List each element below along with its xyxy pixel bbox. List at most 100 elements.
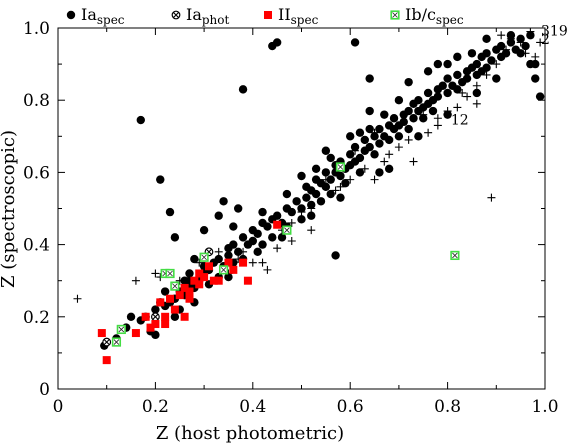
data-point — [423, 67, 433, 76]
legend-marker — [171, 10, 181, 20]
data-point — [414, 132, 423, 141]
y-tick-label: 0 — [39, 380, 50, 400]
x-tick-label: 0.4 — [239, 397, 266, 417]
data-point — [218, 265, 229, 275]
data-point — [394, 132, 404, 141]
data-point — [472, 88, 482, 98]
data-point — [526, 31, 535, 40]
data-point — [151, 330, 160, 340]
data-point — [287, 236, 296, 245]
data-point — [243, 276, 252, 285]
data-point — [166, 294, 175, 303]
data-point — [496, 41, 506, 51]
data-point — [385, 150, 394, 159]
data-point — [346, 132, 355, 141]
data-point — [453, 70, 462, 80]
x-tick-label: 0 — [53, 397, 64, 417]
annotation-label: 12 — [451, 112, 469, 128]
data-point — [423, 88, 433, 98]
data-point — [336, 182, 345, 191]
data-point — [111, 337, 122, 347]
data-point — [409, 157, 418, 166]
data-point — [394, 143, 403, 152]
data-point — [326, 153, 335, 163]
data-point — [331, 186, 340, 195]
data-point — [453, 85, 462, 94]
data-point — [297, 171, 306, 181]
annotation-label: 319 — [541, 24, 568, 40]
data-point — [331, 251, 340, 260]
data-point — [272, 38, 282, 47]
data-point — [536, 38, 545, 47]
data-point — [160, 287, 170, 296]
data-point — [224, 258, 233, 267]
data-point — [370, 132, 379, 141]
series-ib-c-spec — [111, 162, 460, 347]
data-point — [224, 251, 233, 260]
data-point — [350, 38, 360, 47]
data-point — [335, 162, 346, 172]
legend-label: Ib/cspec — [405, 5, 464, 27]
data-point — [282, 225, 292, 235]
data-point — [384, 135, 394, 145]
x-tick-label: 1.0 — [531, 397, 558, 417]
data-point — [200, 273, 209, 282]
data-point — [316, 197, 326, 206]
data-point — [380, 157, 389, 166]
data-point — [258, 240, 267, 249]
data-point — [253, 229, 262, 238]
data-point — [229, 222, 238, 231]
data-point — [424, 128, 433, 137]
data-point — [438, 81, 447, 90]
data-point — [360, 135, 370, 145]
data-point — [297, 204, 306, 213]
data-point — [326, 175, 335, 184]
data-point — [180, 312, 189, 321]
data-point — [443, 110, 452, 119]
data-point — [433, 114, 442, 123]
x-tick-label: 0.6 — [337, 397, 364, 417]
data-point — [238, 233, 248, 242]
data-point — [204, 262, 213, 271]
data-point — [272, 211, 282, 220]
data-point — [350, 142, 360, 152]
data-point — [443, 88, 452, 98]
data-point — [170, 281, 180, 291]
data-point — [239, 258, 248, 267]
data-point — [170, 312, 180, 321]
data-point — [282, 189, 292, 199]
data-point — [394, 96, 404, 105]
data-point — [307, 200, 316, 210]
data-point — [195, 258, 204, 267]
data-point — [501, 49, 511, 58]
data-point — [165, 268, 175, 279]
data-point — [321, 182, 331, 192]
data-point — [497, 31, 506, 40]
data-point — [516, 34, 525, 44]
data-point — [492, 60, 501, 69]
data-point — [365, 142, 374, 152]
data-point — [151, 305, 160, 314]
data-point — [375, 124, 384, 134]
legend: Iaspec Iaphot IIspec Ib/cspec — [66, 5, 464, 27]
data-point — [311, 164, 321, 173]
data-point — [214, 247, 223, 256]
legend-label: Iaspec — [81, 5, 125, 27]
data-point — [404, 124, 413, 134]
data-point — [521, 41, 530, 51]
data-point — [233, 204, 243, 213]
data-point — [453, 103, 462, 112]
data-point — [195, 280, 204, 289]
data-point — [399, 117, 408, 127]
data-point — [151, 320, 160, 329]
data-point — [151, 269, 160, 278]
data-point — [360, 164, 369, 173]
data-point — [472, 99, 481, 108]
data-point — [258, 207, 267, 217]
data-point — [482, 49, 491, 58]
data-point — [370, 150, 379, 159]
data-point — [229, 265, 238, 274]
y-tick-label: 0.6 — [23, 163, 50, 183]
data-point — [443, 74, 452, 83]
plot-marks — [73, 27, 545, 365]
